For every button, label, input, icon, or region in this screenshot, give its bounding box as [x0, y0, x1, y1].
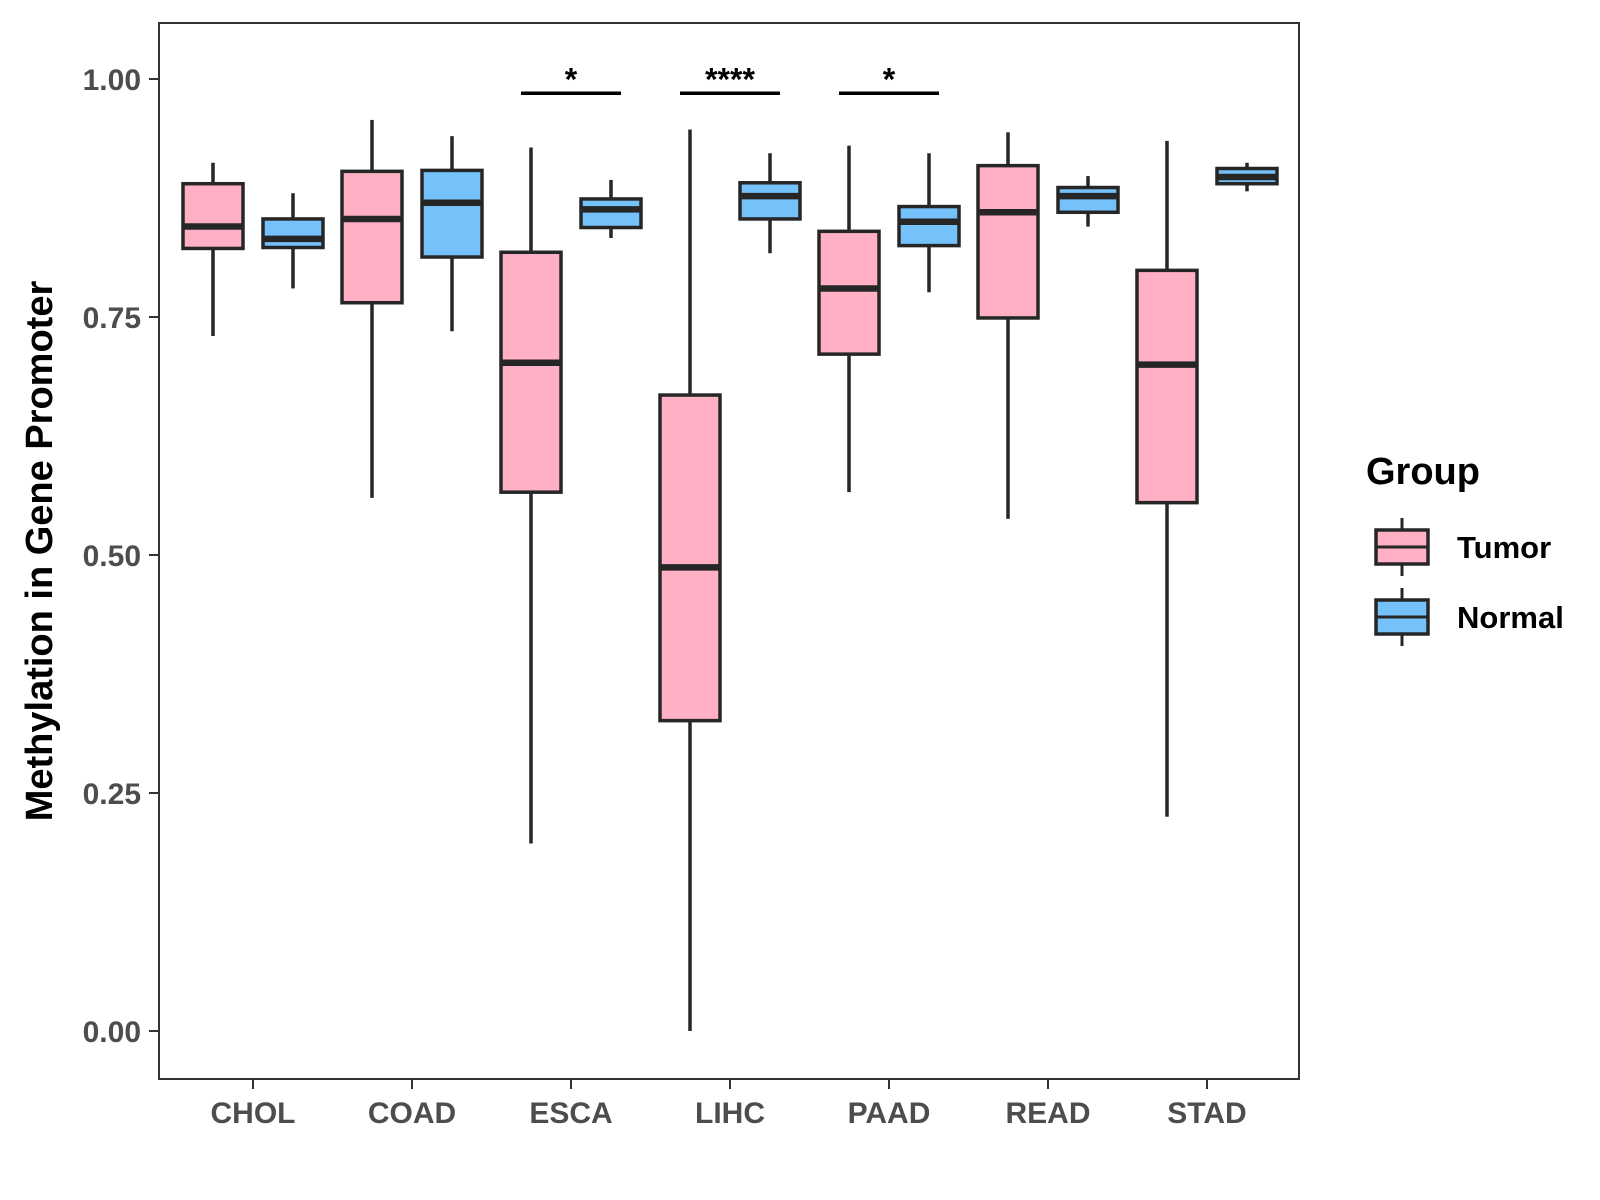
significance-label: * [883, 61, 896, 97]
x-tick-label: STAD [1167, 1097, 1246, 1130]
x-tick-label: CHOL [211, 1097, 296, 1130]
box-normal-coad [420, 136, 484, 332]
box-iqr [1135, 268, 1199, 505]
box-iqr [658, 393, 722, 723]
box-iqr [261, 217, 325, 250]
box-normal-paad [897, 153, 961, 293]
box-normal-stad [1215, 162, 1279, 192]
significance-esca: * [521, 61, 621, 97]
box-iqr [340, 169, 404, 305]
box-iqr [579, 197, 643, 230]
legend-item-tumor: Tumor [1374, 518, 1551, 576]
legend-item-normal: Normal [1374, 588, 1564, 646]
significance-paad: * [839, 61, 939, 97]
box-tumor-read [976, 132, 1040, 519]
y-tick-label: 0.25 [83, 778, 141, 811]
box-tumor-chol [181, 162, 245, 337]
box-tumor-coad [340, 119, 404, 498]
legend-title: Group [1366, 451, 1480, 493]
box-iqr [738, 181, 802, 221]
box-iqr [897, 204, 961, 248]
box-normal-esca [579, 179, 643, 238]
box-normal-lihc [738, 153, 802, 254]
legend-label: Normal [1457, 600, 1564, 635]
y-tick-label: 1.00 [83, 64, 141, 97]
x-tick-label: PAAD [848, 1097, 931, 1130]
y-axis: 0.00 0.25 0.50 0.75 1.00 [83, 64, 159, 1049]
x-tick-label: ESCA [529, 1097, 612, 1130]
y-axis-title: Methylation in Gene Promoter [19, 281, 61, 822]
box-tumor-stad [1135, 140, 1199, 817]
legend: Group Tumor Normal [1366, 451, 1564, 646]
box-iqr [817, 229, 881, 356]
box-iqr [420, 168, 484, 259]
box-iqr [499, 250, 563, 494]
legend-label: Tumor [1457, 530, 1551, 565]
y-tick-label: 0.50 [83, 540, 141, 573]
significance-label: * [565, 61, 578, 97]
box-iqr [976, 163, 1040, 320]
plot-panel [158, 22, 1300, 1080]
significance-label: **** [705, 61, 755, 97]
box-tumor-paad [817, 145, 881, 493]
x-axis: CHOL COAD ESCA LIHC PAAD READ STAD [211, 1079, 1247, 1130]
significance-lihc: **** [680, 61, 780, 97]
box-iqr [181, 181, 245, 251]
box-normal-chol [261, 193, 325, 289]
boxes-layer [181, 119, 1279, 1031]
x-tick-label: READ [1005, 1097, 1090, 1130]
box-normal-read [1056, 176, 1120, 227]
x-tick-label: LIHC [695, 1097, 765, 1130]
box-iqr [1056, 185, 1120, 215]
x-tick-label: COAD [368, 1097, 456, 1130]
y-tick-label: 0.00 [83, 1016, 141, 1049]
y-tick-label: 0.75 [83, 302, 141, 335]
significance-layer: * **** * [521, 61, 939, 97]
box-tumor-esca [499, 147, 563, 844]
box-tumor-lihc [658, 129, 722, 1031]
